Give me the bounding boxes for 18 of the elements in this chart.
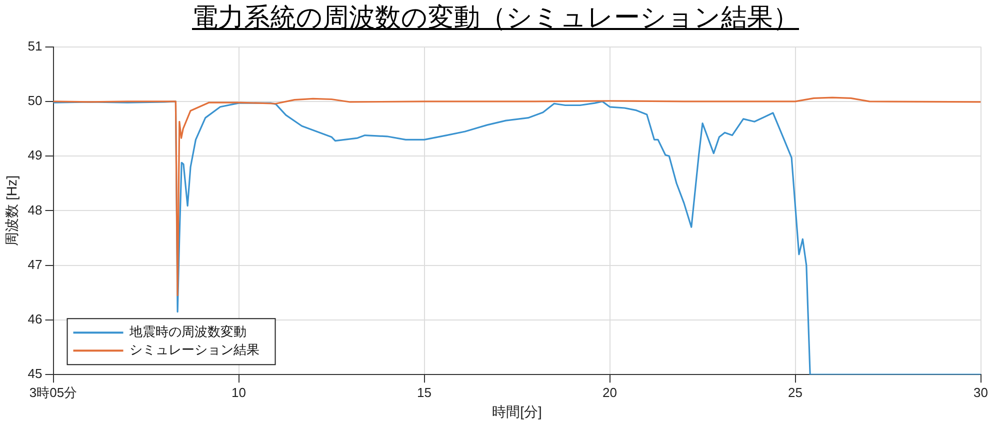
chart-title: 電力系統の周波数の変動（シミュレーション結果） [191,2,800,35]
x-tick-label: 10 [232,384,246,400]
y-tick-label: 48 [28,202,42,218]
y-tick-label: 45 [28,366,42,382]
x-tick-label: 20 [602,384,617,400]
x-tick-label: 30 [974,384,988,400]
y-tick-label: 50 [28,93,42,108]
x-tick-label: 25 [788,384,802,400]
y-tick-label: 47 [28,256,42,272]
y-tick-label: 49 [28,148,42,163]
x-tick-label: 3時05分 [29,384,78,400]
y-axis-title: 周波数 [Hz] [3,175,20,246]
legend-label: 地震時の周波数変動 [128,324,246,340]
y-tick-label: 46 [28,312,42,327]
x-axis-title: 時間[分] [492,403,542,420]
legend-label: シミュレーション結果 [129,342,260,358]
x-tick-label: 15 [417,384,432,400]
y-tick-label: 51 [28,38,42,54]
